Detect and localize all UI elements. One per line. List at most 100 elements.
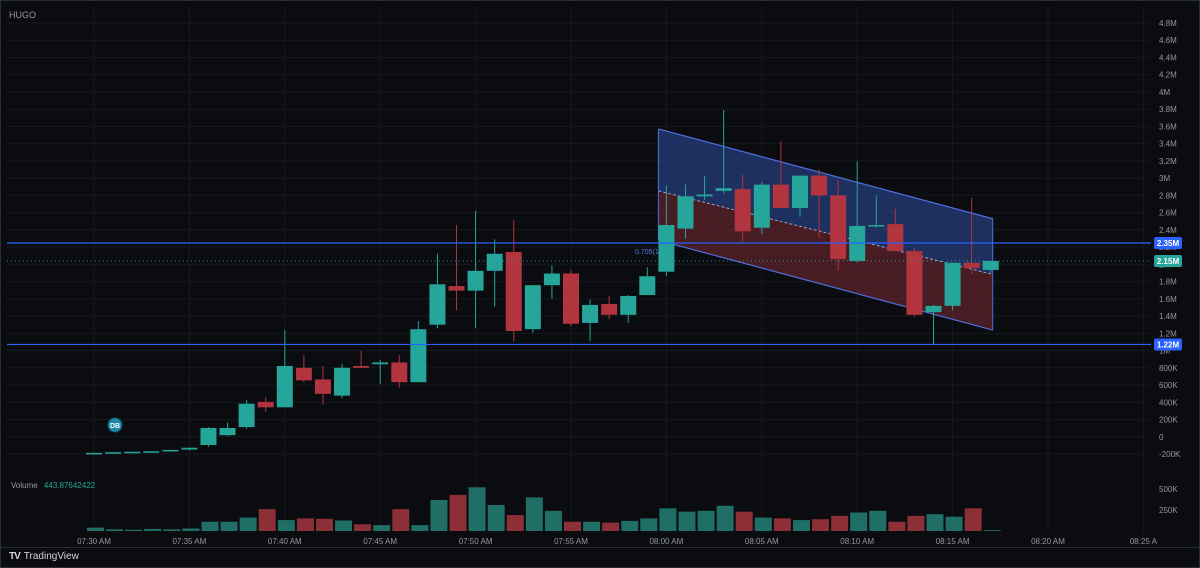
volume-bar [773, 518, 791, 531]
price-label-text: 2.35M [1157, 239, 1180, 248]
volume-bar [220, 521, 238, 531]
candle-body [353, 366, 370, 368]
candle-body [753, 184, 770, 228]
time-tick-label: 07:55 AM [554, 537, 588, 546]
candle-body [238, 403, 255, 428]
price-label-box [1154, 236, 1182, 249]
candle-body [105, 452, 122, 454]
candle-body [582, 304, 599, 323]
time-tick-label: 08:25 A [1130, 537, 1158, 546]
volume-bar [144, 528, 162, 531]
volume-bar [869, 510, 887, 531]
volume-bar [296, 518, 314, 531]
brand[interactable]: TV TradingView [9, 551, 79, 562]
price-tick-label: 3.6M [1159, 122, 1177, 131]
candle-body [276, 366, 293, 408]
symbol-label: HUGO [9, 10, 36, 20]
volume-bar [697, 510, 715, 531]
volume-bar [926, 514, 944, 531]
volume-bar [678, 511, 696, 531]
price-tick-label: 3.8M [1159, 105, 1177, 114]
volume-bar [621, 520, 639, 531]
volume-bar [182, 528, 200, 531]
volume-bar [945, 516, 963, 531]
price-label-text: 1.22M [1157, 340, 1180, 349]
candle-body [715, 188, 732, 191]
volume-bar [392, 509, 410, 531]
volume-bar [907, 515, 925, 531]
price-chart[interactable]: 4.8M 4.6M 4.4M 4.2M 4M 3.8M 3.6M 3.4M 3.2M 3M 2.8M… [1, 1, 1200, 549]
price-tick-label: 4.2M [1159, 71, 1177, 80]
time-tick-label: 08:10 AM [840, 537, 874, 546]
price-tick-label: 400K [1159, 398, 1178, 407]
price-label-text: 2.15M [1157, 257, 1180, 266]
brand-name: TradingView [23, 551, 79, 562]
candle-body [334, 367, 351, 396]
candle-body [658, 225, 675, 272]
candle-body [620, 295, 637, 315]
volume-bar [754, 517, 772, 531]
volume-bar [335, 520, 353, 531]
candle-body [429, 284, 446, 325]
price-tick-label: 4.4M [1159, 53, 1177, 62]
price-tick-label: 3.2M [1159, 157, 1177, 166]
volume-bar [525, 497, 543, 531]
candle-body [734, 189, 751, 232]
volume-bar [201, 521, 219, 531]
volume-bar [87, 527, 104, 531]
candle-body [868, 225, 885, 227]
candle-body [257, 401, 274, 408]
tradingview-logo-icon: TV [9, 551, 21, 562]
volume-bar [430, 499, 448, 531]
candle-body [295, 367, 312, 381]
volume-bar [640, 518, 658, 531]
candle-body [887, 224, 904, 252]
time-tick-label: 08:00 AM [649, 537, 683, 546]
price-tick-label: 3M [1159, 174, 1170, 183]
candle-body [772, 184, 789, 208]
time-tick-label: 07:45 AM [363, 537, 397, 546]
volume-bar [735, 511, 753, 531]
candle-body [811, 175, 828, 196]
candle-body [181, 447, 198, 450]
volume-bar [258, 509, 276, 531]
candle-body [906, 251, 923, 315]
candle-body [391, 362, 408, 383]
candle-body [639, 276, 656, 296]
channel-bottom-line [658, 239, 993, 331]
candle-body [219, 427, 236, 436]
fib-label: 0.705(1.76) [635, 249, 671, 256]
candle-body [696, 194, 713, 197]
price-label-box [1154, 338, 1182, 351]
volume-bar [602, 522, 620, 531]
candle-body [86, 452, 102, 455]
price-tick-label: 3.4M [1159, 140, 1177, 149]
price-tick-label: 2.4M [1159, 226, 1177, 235]
volume-bar [163, 529, 181, 531]
candle-body [925, 305, 942, 313]
channel-top-line [658, 128, 993, 220]
time-tick-label: 08:15 AM [936, 537, 970, 546]
volume-bar [564, 521, 581, 531]
volume-bar [583, 521, 601, 531]
volume-bar [487, 504, 505, 531]
volume-bar [277, 520, 295, 531]
candle-body [314, 379, 331, 394]
volume-legend-label: Volume [11, 481, 38, 490]
time-tick-label: 07:35 AM [172, 537, 206, 546]
volume-bar [850, 512, 868, 531]
price-tick-label: 4.8M [1159, 19, 1177, 28]
volume-bar [659, 508, 677, 531]
candle-body [830, 195, 847, 260]
candle-body [124, 451, 141, 454]
price-tick-label: 2.6M [1159, 209, 1177, 218]
time-tick-label: 08:05 AM [745, 537, 779, 546]
candle-body [200, 427, 217, 446]
volume-bar [983, 530, 1001, 531]
candle-body [143, 451, 160, 453]
volume-bar [239, 517, 257, 531]
volume-bar [468, 487, 486, 531]
time-tick-label: 07:50 AM [459, 537, 493, 546]
candle-body [601, 304, 618, 315]
